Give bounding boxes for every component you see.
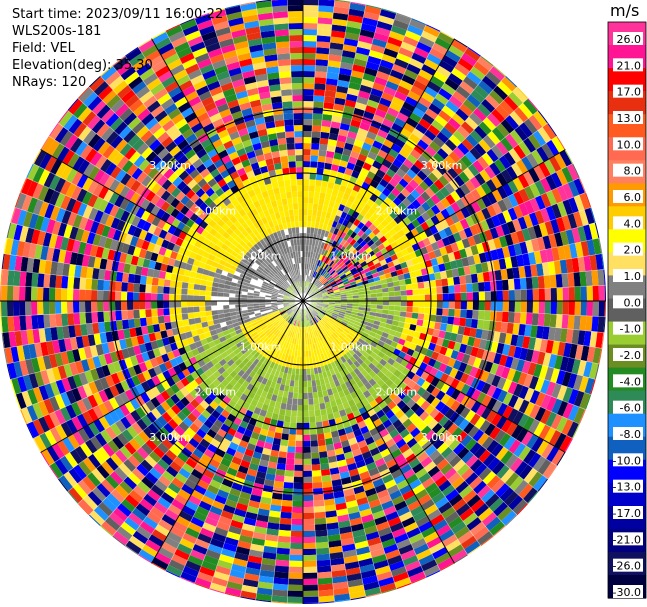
colorbar-tick-bg — [613, 400, 643, 414]
colorbar-tick-label: -2.0 — [620, 349, 641, 362]
colorbar-tick-bg — [613, 32, 643, 45]
colorbar-tick-label: -17.0 — [613, 507, 641, 520]
colorbar-tick-label: -21.0 — [613, 533, 641, 546]
range-ring-label: 1.00km — [330, 340, 372, 353]
colorbar-tick-label: -1.0 — [620, 323, 641, 336]
colorbar-tick-bg — [613, 242, 643, 256]
scan-info: Start time: 2023/09/11 16:00:22 WLS200s-… — [12, 6, 223, 91]
colorbar-tick-bg — [613, 479, 643, 493]
colorbar-tick-bg — [613, 558, 643, 572]
field-label: Field: VEL — [12, 41, 75, 56]
range-ring-label: 2.00km — [194, 204, 236, 217]
colorbar-tick-label: 4.0 — [624, 217, 642, 230]
azimuth-spoke — [302, 38, 455, 302]
start-time-label: Start time: 2023/09/11 16:00:22 — [12, 7, 224, 22]
azimuth-spoke — [40, 300, 304, 453]
colorbar-tick-bg — [613, 111, 643, 124]
colorbar-tick-bg — [613, 321, 643, 335]
azimuth-spoke — [40, 149, 304, 302]
colorbar-tick-bg — [613, 137, 643, 151]
colorbar: m/s 26.0 21.0 17.0 13.0 10.0 8.0 6.0 4.0 2.0 1.0 0.… — [607, 1, 647, 599]
colorbar-tick-bg — [613, 453, 643, 467]
colorbar-tick-label: -10.0 — [613, 454, 641, 467]
range-ring-labels: 1.00km 1.00km 1.00km 1.00km 2.00km 2.00km 2.00… — [149, 159, 462, 444]
colorbar-tick-bg — [613, 427, 643, 440]
instrument-label: WLS200s-181 — [12, 24, 102, 39]
colorbar-tick-label: 17.0 — [617, 86, 642, 99]
colorbar-tick-label: -13.0 — [613, 481, 641, 494]
range-ring-label: 2.00km — [376, 386, 418, 399]
range-ring-label: 1.00km — [240, 250, 282, 263]
colorbar-tick-label: -8.0 — [620, 428, 641, 441]
colorbar-tick-label: -26.0 — [613, 560, 641, 573]
azimuth-spoke — [302, 149, 566, 302]
range-ring-label: 2.00km — [376, 204, 418, 217]
azimuth-spoke — [151, 300, 304, 564]
colorbar-unit: m/s — [610, 1, 639, 20]
azimuth-spoke — [302, 300, 566, 453]
range-ring-label: 1.00km — [330, 250, 372, 263]
colorbar-tick-bg — [613, 532, 643, 546]
colorbar-tick-label: 21.0 — [617, 59, 642, 72]
colorbar-tick-label: 6.0 — [624, 191, 642, 204]
colorbar-tick-label: -4.0 — [620, 375, 641, 388]
azimuth-spoke — [302, 300, 455, 564]
colorbar-tick-bg — [613, 585, 643, 598]
colorbar-tick-bg — [613, 506, 643, 519]
azimuth-spoke — [151, 38, 304, 302]
range-ring-label: 3.00km — [149, 431, 191, 444]
colorbar-tick-label: 8.0 — [624, 165, 642, 178]
colorbar-tick-bg — [613, 216, 643, 230]
colorbar-tick-label: 26.0 — [617, 33, 642, 46]
elevation-label: Elevation(deg): 35.30 — [12, 58, 153, 73]
range-ring-label: 3.00km — [421, 431, 463, 444]
velocity-gates — [0, 0, 607, 605]
range-ring-label: 1.00km — [240, 340, 282, 353]
colorbar-tick-label: 13.0 — [617, 112, 642, 125]
colorbar-tick-bg — [613, 163, 643, 177]
colorbar-tick-bg — [613, 84, 643, 98]
range-ring-label: 2.00km — [194, 386, 236, 399]
colorbar-tick-bg — [613, 58, 643, 72]
colorbar-tick-label: 0.0 — [624, 296, 642, 309]
colorbar-tick-label: -6.0 — [620, 402, 641, 415]
colorbar-tick-label: -30.0 — [613, 586, 641, 599]
colorbar-tick-label: 2.0 — [624, 244, 642, 257]
colorbar-tick-bg — [613, 190, 643, 203]
range-ring-label: 3.00km — [421, 159, 463, 172]
range-grid — [0, 0, 606, 604]
colorbar-tick-bg — [613, 295, 643, 309]
nrays-label: NRays: 120 — [12, 75, 87, 90]
colorbar-tick-bg — [613, 269, 643, 282]
range-ring-label: 3.00km — [149, 159, 191, 172]
colorbar-tick-bg — [613, 374, 643, 388]
colorbar-tick-bg — [613, 348, 643, 361]
colorbar-tick-label: 10.0 — [617, 138, 642, 151]
colorbar-tick-label: 1.0 — [624, 270, 642, 283]
